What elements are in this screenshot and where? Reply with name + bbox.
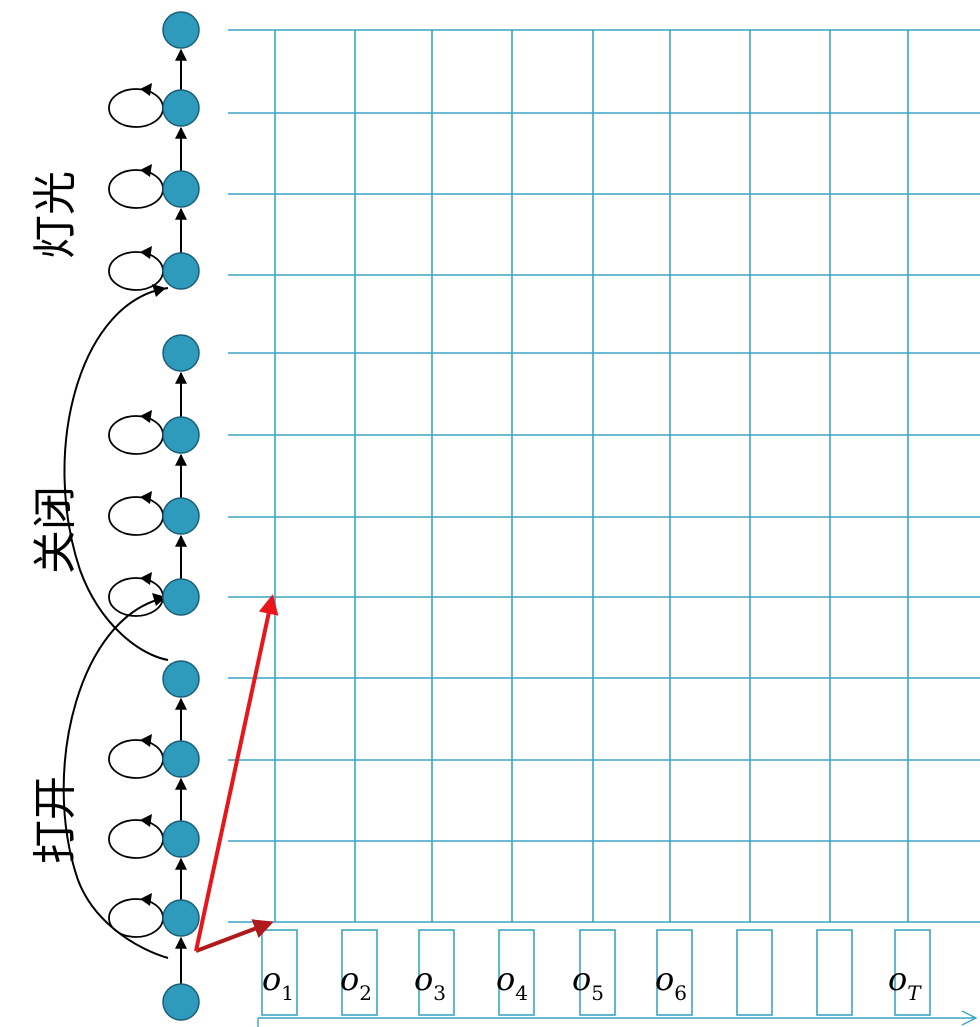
self-loop bbox=[108, 739, 164, 779]
self-loop bbox=[108, 169, 164, 209]
word-label-3: 灯光 bbox=[30, 171, 81, 259]
hmm-state-node bbox=[162, 89, 200, 127]
hmm-state-node bbox=[162, 899, 200, 937]
observation-labels: o1 o2 o3 o4 o5 o6 oT bbox=[262, 960, 922, 1005]
observation-frame bbox=[656, 929, 693, 1016]
start-arrow-to-first-frame bbox=[195, 919, 274, 953]
self-loop-arrowhead bbox=[140, 893, 152, 906]
word-label-1: 打开 bbox=[30, 776, 81, 864]
self-loop-arrowhead bbox=[140, 410, 152, 423]
self-loop-arrowhead bbox=[140, 572, 152, 585]
self-loop-arrowhead bbox=[140, 491, 152, 504]
observation-frame bbox=[341, 929, 378, 1016]
hmm-state-node bbox=[162, 497, 200, 535]
observation-label: o6 bbox=[655, 960, 687, 1005]
observation-label: o4 bbox=[496, 960, 528, 1005]
observation-label: o5 bbox=[572, 960, 604, 1005]
observation-frame bbox=[498, 929, 535, 1016]
self-loop bbox=[108, 251, 164, 291]
observation-frame bbox=[579, 929, 616, 1016]
word-labels: 灯光 关闭 打开 bbox=[30, 171, 81, 864]
arc-word1-to-word2 bbox=[62, 596, 171, 959]
observation-frames bbox=[261, 929, 931, 1016]
arc-arrowhead bbox=[152, 284, 166, 297]
arc-word2-to-word3 bbox=[63, 287, 169, 661]
observation-frame bbox=[894, 929, 931, 1016]
self-loop bbox=[108, 898, 164, 938]
hmm-state-node bbox=[162, 11, 200, 49]
state-nodes bbox=[162, 11, 200, 1021]
self-loop bbox=[108, 496, 164, 536]
grid-lines bbox=[228, 29, 980, 1027]
observation-label: o2 bbox=[340, 960, 372, 1005]
hmm-state-node bbox=[162, 252, 200, 290]
hmm-state-node bbox=[162, 416, 200, 454]
self-loop-arrowhead bbox=[140, 164, 152, 177]
self-loop-arrowhead bbox=[140, 83, 152, 96]
hmm-state-node bbox=[162, 170, 200, 208]
hmm-state-node bbox=[162, 578, 200, 616]
self-loop-arrowhead bbox=[140, 814, 152, 827]
observation-frame bbox=[418, 929, 455, 1016]
time-axis-arrowhead bbox=[961, 1010, 978, 1026]
hmm-state-node bbox=[162, 334, 200, 372]
self-loop bbox=[108, 819, 164, 859]
hmm-state-node bbox=[162, 740, 200, 778]
observation-frame bbox=[261, 929, 298, 1016]
observation-label: o1 bbox=[262, 960, 294, 1005]
start-state-node bbox=[162, 983, 200, 1021]
word-label-2: 关闭 bbox=[30, 486, 81, 574]
start-arrows bbox=[194, 594, 279, 953]
self-loop-arrowhead bbox=[140, 246, 152, 259]
observation-frame bbox=[736, 929, 773, 1016]
start-arrow-to-word2 bbox=[194, 594, 279, 952]
observation-label: o3 bbox=[414, 960, 446, 1005]
hmm-state-node bbox=[162, 820, 200, 858]
self-loops bbox=[108, 83, 164, 938]
observation-frame bbox=[816, 929, 853, 1016]
self-loop bbox=[108, 415, 164, 455]
hmm-state-node bbox=[162, 660, 200, 698]
observation-label: oT bbox=[888, 960, 922, 1005]
self-loop-arrowhead bbox=[140, 734, 152, 747]
arc-word1-end-to-word2-start bbox=[79, 595, 168, 810]
self-loop bbox=[108, 88, 164, 128]
